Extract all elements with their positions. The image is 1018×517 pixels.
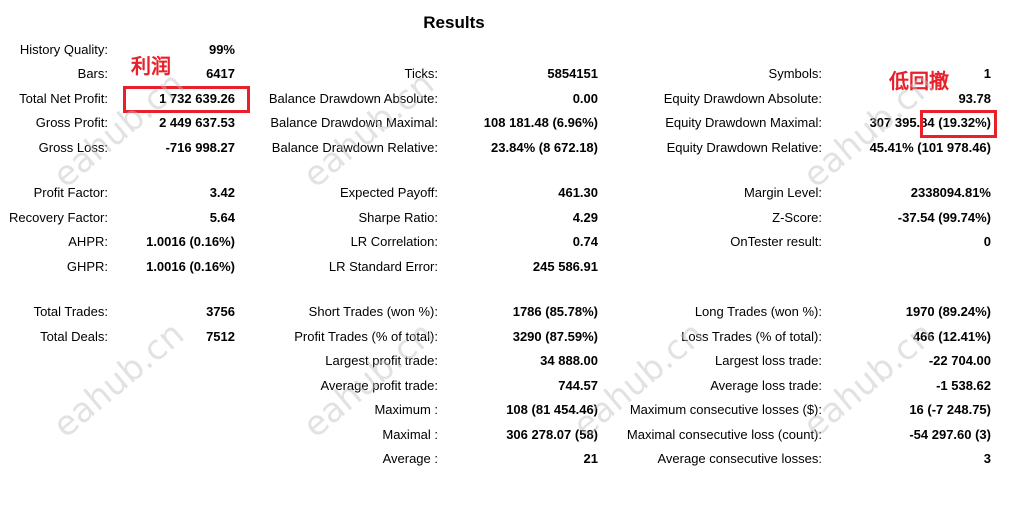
metric-value: 6417 <box>206 66 235 81</box>
metric-value: 16 (-7 248.75) <box>909 402 991 417</box>
metric-label: Loss Trades (% of total): <box>681 329 822 344</box>
metric-label: Symbols: <box>768 66 822 81</box>
metric-value: 1 <box>983 66 991 81</box>
metric-value: 744.57 <box>558 378 598 393</box>
metric-value: 23.84% (8 672.18) <box>491 140 598 155</box>
metric-value: 34 888.00 <box>540 353 598 368</box>
metric-label: Equity Drawdown Relative: <box>666 140 822 155</box>
metric-value: 2338094.81% <box>910 185 991 200</box>
metric-value: -22 704.00 <box>928 353 991 368</box>
metric-label: Short Trades (won %): <box>308 304 438 319</box>
metric-label: Average profit trade: <box>320 378 438 393</box>
metric-label: Expected Payoff: <box>339 185 438 200</box>
profit-annotation: 利润 <box>131 54 171 78</box>
metric-label: Balance Drawdown Relative: <box>271 140 438 155</box>
metric-label: Profit Trades (% of total): <box>294 329 438 344</box>
metric-value: 3290 (87.59%) <box>512 329 598 344</box>
metric-value: -54 297.60 (3) <box>909 427 991 442</box>
metric-label: Long Trades (won %): <box>694 304 822 319</box>
metric-label: Bars: <box>77 66 108 81</box>
metric-label: Equity Drawdown Maximal: <box>665 115 822 130</box>
metric-label: Largest profit trade: <box>325 353 438 368</box>
metric-value: 306 278.07 (58) <box>506 427 598 442</box>
metric-label: Maximum : <box>374 402 438 417</box>
metric-value: 5854151 <box>547 66 598 81</box>
metric-label: Sharpe Ratio: <box>358 210 439 225</box>
metric-value: 21 <box>583 451 598 466</box>
metric-value: 1970 (89.24%) <box>905 304 991 319</box>
metric-label: Total Net Profit: <box>19 91 108 106</box>
metric-label: Total Trades: <box>33 304 108 319</box>
metric-label: Gross Loss: <box>38 140 108 155</box>
low-drawdown-annotation: 低回撤 <box>889 69 949 93</box>
metric-value: 2 449 637.53 <box>159 115 235 130</box>
metric-value: 0 <box>983 234 991 249</box>
metric-label: Average : <box>382 451 438 466</box>
metric-value: 1786 (85.78%) <box>512 304 598 319</box>
metric-label: Margin Level: <box>743 185 822 200</box>
metric-label: AHPR: <box>68 234 108 249</box>
metric-label: Balance Drawdown Absolute: <box>268 91 438 106</box>
metric-label: Balance Drawdown Maximal: <box>270 115 438 130</box>
metric-label: OnTester result: <box>730 234 822 249</box>
metric-value: 0.74 <box>572 234 598 249</box>
metric-label: Gross Profit: <box>35 115 108 130</box>
metric-label: Profit Factor: <box>33 185 108 200</box>
metric-label: Total Deals: <box>40 329 108 344</box>
metric-value: 307 395.84 (19.32%) <box>869 115 991 130</box>
metric-value: 4.29 <box>572 210 598 225</box>
metric-label: GHPR: <box>66 259 108 274</box>
metric-value: 3 <box>983 451 991 466</box>
metric-label: Average loss trade: <box>710 378 822 393</box>
metric-value: 1 732 639.26 <box>159 91 235 106</box>
metric-value: 1.0016 (0.16%) <box>146 259 235 274</box>
metric-value: 461.30 <box>558 185 598 200</box>
metric-label: Maximal : <box>382 427 438 442</box>
metric-value: 108 (81 454.46) <box>506 402 598 417</box>
metric-label: Equity Drawdown Absolute: <box>663 91 822 106</box>
metric-value: 3.42 <box>209 185 235 200</box>
metric-label: Ticks: <box>404 66 438 81</box>
metric-value: 45.41% (101 978.46) <box>869 140 991 155</box>
metric-value: 245 586.91 <box>532 259 598 274</box>
metric-value: 5.64 <box>209 210 235 225</box>
metric-value: 7512 <box>206 329 235 344</box>
metric-value: 93.78 <box>958 91 991 106</box>
metric-value: 1.0016 (0.16%) <box>146 234 235 249</box>
metric-value: 99% <box>208 42 235 57</box>
metric-value: -716 998.27 <box>165 140 235 155</box>
report-title: Results <box>423 13 485 32</box>
drawdown-highlight-box <box>920 110 997 138</box>
metric-label: LR Standard Error: <box>328 259 438 274</box>
metric-value: -37.54 (99.74%) <box>897 210 991 225</box>
metric-label: LR Correlation: <box>350 234 438 249</box>
profit-highlight-box <box>123 86 250 113</box>
metric-value: -1 538.62 <box>936 378 991 393</box>
metric-value: 0.00 <box>572 91 598 106</box>
metric-value: 466 (12.41%) <box>912 329 991 344</box>
metric-value: 108 181.48 (6.96%) <box>483 115 598 130</box>
metric-label: History Quality: <box>19 42 108 57</box>
metric-label: Maximal consecutive loss (count): <box>626 427 822 442</box>
metric-label: Maximum consecutive losses ($): <box>629 402 822 417</box>
metric-label: Largest loss trade: <box>715 353 822 368</box>
metric-label: Average consecutive losses: <box>657 451 822 466</box>
metric-label: Z-Score: <box>772 210 822 225</box>
metric-label: Recovery Factor: <box>9 210 108 225</box>
metric-value: 3756 <box>206 304 235 319</box>
